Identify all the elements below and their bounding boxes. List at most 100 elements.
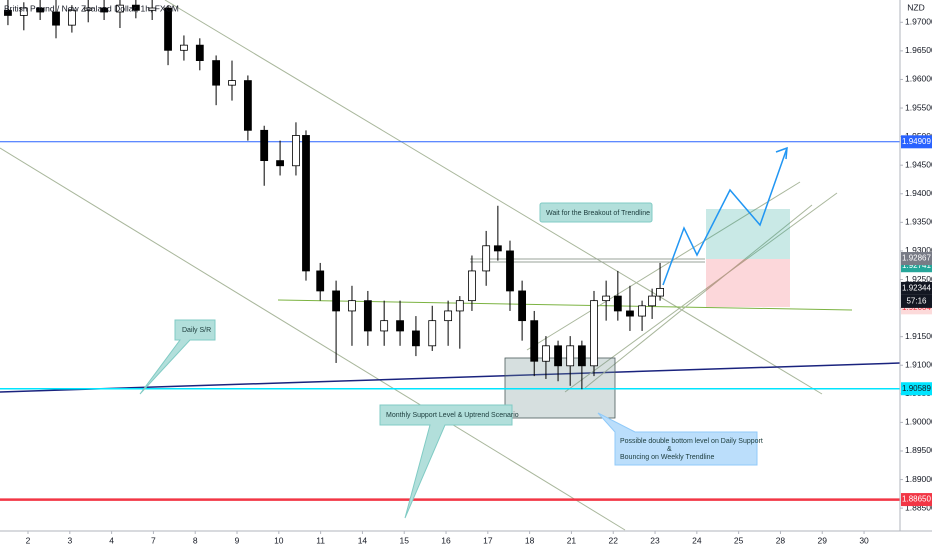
candle-body <box>518 290 527 322</box>
candle-body <box>52 11 60 26</box>
candle-body <box>260 129 269 162</box>
candle-body <box>4 9 12 16</box>
candle-body <box>638 305 646 317</box>
callout <box>539 202 653 223</box>
x-tick-label: 8 <box>193 535 198 545</box>
x-tick-label: 4 <box>109 535 114 545</box>
y-tick-label: 1.91500 <box>905 331 932 341</box>
y-tick-label: 1.89000 <box>905 474 932 484</box>
chart-title: British Pound / New Zealand Dollar, 1h, … <box>4 3 179 13</box>
x-tick-label: 24 <box>692 535 702 545</box>
candle-body <box>396 320 404 332</box>
candle-body <box>19 7 28 16</box>
candle-body <box>613 295 622 312</box>
candle-body <box>36 7 45 13</box>
trendline <box>0 147 626 531</box>
price-tag-label: 1.92741 <box>902 261 931 270</box>
scenario-arrow <box>662 147 788 286</box>
x-tick-label: 14 <box>358 535 368 545</box>
countdown-box <box>901 294 932 308</box>
y-tick-label: 1.95500 <box>905 102 932 112</box>
x-tick-label: 3 <box>67 535 72 545</box>
price-tag <box>901 493 932 507</box>
target-zone <box>706 209 790 259</box>
candle-body <box>428 320 437 347</box>
callout <box>597 412 758 466</box>
candle-body <box>212 60 221 86</box>
price-tag <box>901 382 932 396</box>
y-tick-label: 1.96000 <box>905 74 932 84</box>
candle-body <box>292 135 300 167</box>
drawings <box>0 0 901 531</box>
price-tag <box>901 281 932 295</box>
x-tick-label: 11 <box>316 535 325 545</box>
y-tick-label: 1.97000 <box>905 17 932 27</box>
y-tick-label: 1.92500 <box>905 274 932 284</box>
candle-body <box>566 345 575 367</box>
candle-body <box>148 7 157 11</box>
annotation: Bouncing on Weekly Trendline <box>620 454 715 461</box>
y-tick-label: 1.94500 <box>905 159 932 169</box>
annotation: & <box>667 446 672 453</box>
candle-body <box>228 80 236 86</box>
price-tags: 1.949091.927411.928671.923441.920041.905… <box>901 135 932 507</box>
x-tick-label: 23 <box>650 535 660 545</box>
annotation: Monthly Support Level & Uptrend Scenario <box>386 412 519 419</box>
candle-body <box>554 345 562 367</box>
y-tick-label: 1.88500 <box>905 502 932 512</box>
x-tick-label: 22 <box>609 535 619 545</box>
annotation: Wait for the Breakout of Trendline <box>546 210 650 217</box>
x-tick-label: 2 <box>26 535 31 545</box>
x-tick-label: 28 <box>776 535 786 545</box>
time-axis <box>0 531 932 550</box>
price-axis <box>900 0 932 550</box>
candle-body <box>195 44 204 61</box>
price-tag-label: 1.88650 <box>902 495 931 504</box>
candle-body <box>348 300 356 312</box>
candle-body <box>656 288 664 297</box>
candle-body <box>332 290 340 312</box>
y-tick-label: 1.91000 <box>905 359 932 369</box>
x-tick-label: 7 <box>151 535 156 545</box>
candle-body <box>180 44 188 51</box>
x-tick-label: 16 <box>441 535 451 545</box>
candle-body <box>493 245 502 252</box>
candles <box>4 0 664 390</box>
candle-body <box>84 7 93 11</box>
annotation: Daily S/R <box>182 327 211 334</box>
candle-body <box>302 135 310 272</box>
candle-body <box>116 4 124 13</box>
channel-line <box>526 181 801 351</box>
candle-body <box>468 270 476 302</box>
price-tag <box>901 252 932 266</box>
stop-zone <box>706 259 790 307</box>
callout <box>379 404 513 519</box>
candle-body <box>506 250 514 292</box>
candle-body <box>316 270 325 292</box>
channel-line <box>564 192 838 393</box>
candle-body <box>276 160 284 167</box>
candle-body <box>380 320 389 332</box>
callout <box>139 319 216 395</box>
price-tag <box>901 135 932 149</box>
currency: NZD <box>907 2 924 12</box>
trendline <box>164 0 823 395</box>
candle-body <box>444 310 453 322</box>
y-tick-label: 1.96500 <box>905 45 932 55</box>
x-tick-label: 29 <box>818 535 828 545</box>
candle-body <box>363 300 372 332</box>
price-tag-label: 1.90589 <box>902 384 931 393</box>
candle-body <box>164 7 172 51</box>
support-line <box>277 299 853 311</box>
weekly-trendline <box>0 362 901 393</box>
annotation: Possible double bottom level on Daily Su… <box>620 438 763 445</box>
x-tick-label: 15 <box>399 535 409 545</box>
candle-body <box>100 7 108 13</box>
countdown: 57:16 <box>906 297 927 306</box>
candle-body <box>131 4 140 11</box>
price-tag-label: 1.94909 <box>902 137 931 146</box>
candle-body <box>67 9 76 26</box>
